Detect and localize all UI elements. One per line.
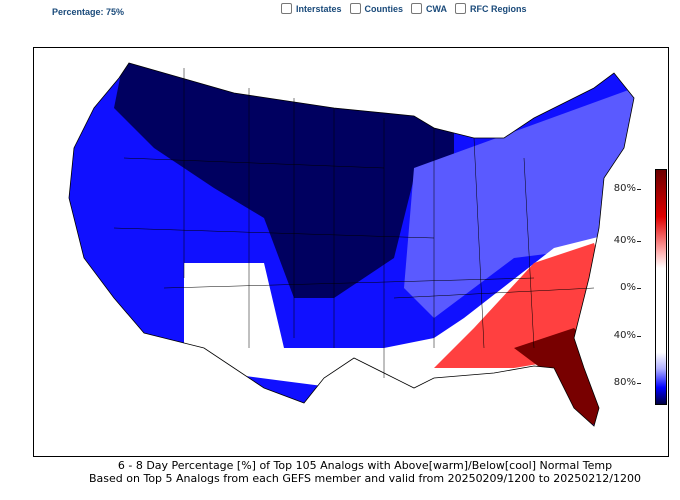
us-outline <box>68 62 635 427</box>
percentage-label: Percentage: 75% <box>52 7 125 17</box>
state-borders <box>113 68 595 378</box>
interstates-toggle[interactable]: Interstates <box>281 3 342 14</box>
colorbar-tick: 40% <box>613 330 642 341</box>
caption-line-2: Based on Top 5 Analogs from each GEFS me… <box>89 472 641 485</box>
map-frame <box>33 47 669 457</box>
checkbox[interactable] <box>281 3 292 14</box>
counties-toggle[interactable]: Counties <box>349 3 404 14</box>
checkbox[interactable] <box>455 3 467 14</box>
caption-line-1: 6 - 8 Day Percentage [%] of Top 105 Anal… <box>117 459 613 472</box>
colorbar-tick: 80% <box>613 377 642 388</box>
moderate-cool-region <box>404 88 634 318</box>
option-label: CWA <box>426 3 448 14</box>
checkbox[interactable] <box>349 3 361 14</box>
colorbar-tick: 40% <box>613 235 642 246</box>
checkbox[interactable] <box>411 3 423 14</box>
colorbar-tick: 0% <box>620 282 641 293</box>
rfc-regions-toggle[interactable]: RFC Regions <box>455 3 527 14</box>
colorbar-tick: 80% <box>613 183 642 194</box>
overlay-options: Interstates Counties CWA RFC Regions <box>281 3 527 14</box>
strong-cool-region <box>114 63 454 298</box>
cwa-toggle[interactable]: CWA <box>411 3 447 14</box>
option-label: Interstates <box>296 3 342 14</box>
option-label: RFC Regions <box>470 3 527 14</box>
option-label: Counties <box>364 3 404 14</box>
colorbar: 80% 40% 0% 40% 80% <box>614 169 667 405</box>
temperature-map <box>68 62 635 427</box>
